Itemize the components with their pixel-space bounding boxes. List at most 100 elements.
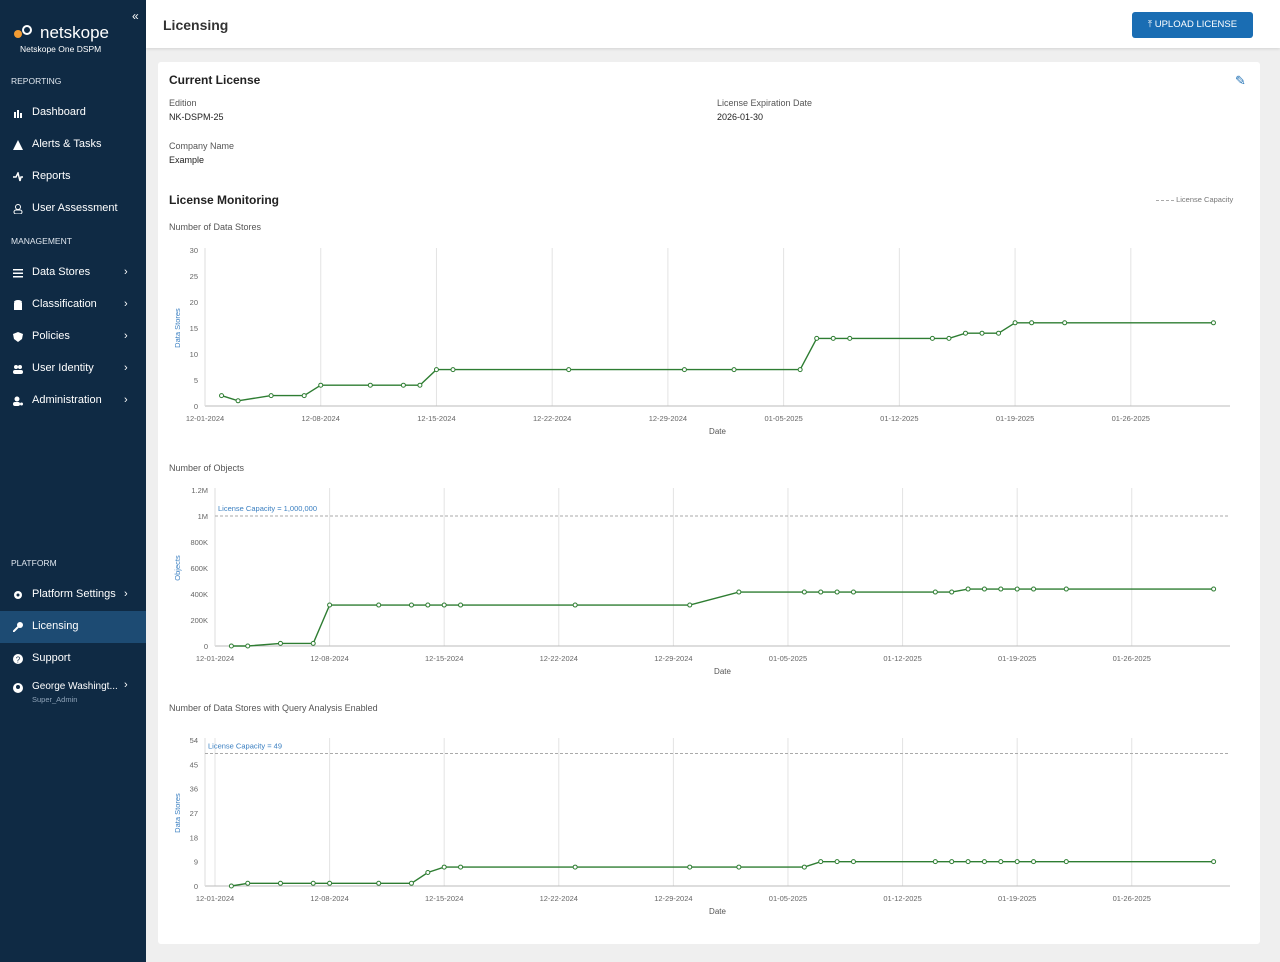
point bbox=[268, 393, 274, 399]
x-tick-label: 12-01-2024 bbox=[196, 894, 234, 903]
x-tick-label: 12-15-2024 bbox=[425, 654, 463, 663]
point bbox=[731, 367, 737, 373]
y-tick-label: 45 bbox=[190, 760, 198, 769]
chart-title: Number of Objects bbox=[169, 463, 245, 473]
point bbox=[310, 880, 316, 886]
nav-label: Data Stores bbox=[32, 266, 91, 278]
nav-item[interactable]: User Assessment bbox=[0, 193, 146, 225]
point bbox=[998, 859, 1004, 865]
point bbox=[847, 335, 853, 341]
point bbox=[408, 602, 414, 608]
point bbox=[1211, 586, 1217, 592]
point bbox=[572, 864, 578, 870]
point bbox=[450, 367, 456, 373]
nav-label: Classification bbox=[32, 298, 97, 310]
point bbox=[301, 393, 307, 399]
nav-item[interactable]: ? Support bbox=[0, 643, 146, 675]
point bbox=[818, 859, 824, 865]
point bbox=[1062, 320, 1068, 326]
point bbox=[367, 382, 373, 388]
x-tick-label: 01-19-2025 bbox=[998, 654, 1036, 663]
point bbox=[425, 869, 431, 875]
edit-button[interactable]: ✎ bbox=[1235, 73, 1246, 88]
point bbox=[687, 864, 693, 870]
nav-item[interactable]: Alerts & Tasks bbox=[0, 129, 146, 161]
x-tick-label: 01-12-2025 bbox=[883, 654, 921, 663]
nav-item[interactable]: Licensing bbox=[0, 611, 146, 643]
line bbox=[231, 588, 1214, 647]
point bbox=[981, 859, 987, 865]
point bbox=[1063, 859, 1069, 865]
y-tick-label: 800K bbox=[190, 538, 208, 547]
point bbox=[572, 602, 578, 608]
upload-button[interactable]: ⤒ UPLOAD LICENSE bbox=[1132, 12, 1253, 38]
x-tick-label: 01-05-2025 bbox=[769, 654, 807, 663]
x-tick-label: 12-01-2024 bbox=[186, 414, 224, 423]
x-tick-label: 01-05-2025 bbox=[769, 894, 807, 903]
point bbox=[830, 335, 836, 341]
point bbox=[687, 602, 693, 608]
x-tick-label: 01-12-2025 bbox=[883, 894, 921, 903]
x-axis-label: Date bbox=[709, 427, 726, 436]
user-role: Super_Admin bbox=[32, 695, 78, 704]
x-tick-label: 12-29-2024 bbox=[654, 654, 692, 663]
point bbox=[929, 335, 935, 341]
point bbox=[1063, 586, 1069, 592]
y-tick-label: 36 bbox=[190, 785, 198, 794]
nav-label: Alerts & Tasks bbox=[32, 138, 102, 150]
point bbox=[310, 640, 316, 646]
point bbox=[277, 880, 283, 886]
chart-title: Number of Data Stores with Query Analysi… bbox=[169, 703, 378, 713]
user-menu[interactable]: George Washingt... Super_Admin › bbox=[0, 672, 146, 706]
nav-item[interactable]: Dashboard bbox=[0, 97, 146, 129]
field-label: Edition bbox=[169, 98, 197, 108]
nav-item[interactable]: Platform Settings › bbox=[0, 579, 146, 611]
sidebar: netskope Netskope One DSPM « REPORTING D… bbox=[0, 0, 146, 962]
nav-label: Licensing bbox=[32, 620, 79, 632]
x-tick-label: 01-05-2025 bbox=[764, 414, 802, 423]
x-tick-label: 12-15-2024 bbox=[425, 894, 463, 903]
point bbox=[979, 330, 985, 336]
nav-item[interactable]: Data Stores › bbox=[0, 257, 146, 289]
point bbox=[228, 643, 234, 649]
point bbox=[376, 602, 382, 608]
point bbox=[245, 880, 251, 886]
collapse-button[interactable]: « bbox=[132, 9, 139, 23]
point bbox=[962, 330, 968, 336]
point bbox=[1014, 859, 1020, 865]
nav-label: User Identity bbox=[32, 362, 94, 374]
point bbox=[736, 589, 742, 595]
point bbox=[736, 864, 742, 870]
x-tick-label: 01-26-2025 bbox=[1113, 894, 1151, 903]
point bbox=[327, 602, 333, 608]
nav-item[interactable]: Classification › bbox=[0, 289, 146, 321]
point bbox=[814, 335, 820, 341]
field-value: NK-DSPM-25 bbox=[169, 112, 224, 122]
y-tick-label: 0 bbox=[194, 402, 198, 411]
point bbox=[417, 382, 423, 388]
nav-item[interactable]: Policies › bbox=[0, 321, 146, 353]
nav-label: Administration bbox=[32, 394, 102, 406]
point bbox=[376, 880, 382, 886]
point bbox=[408, 880, 414, 886]
point bbox=[850, 859, 856, 865]
x-tick-label: 01-19-2025 bbox=[998, 894, 1036, 903]
field-value: 2026-01-30 bbox=[717, 112, 764, 122]
nav-item[interactable]: User Identity › bbox=[0, 353, 146, 385]
capacity-label: License Capacity = 1,000,000 bbox=[218, 504, 317, 513]
x-tick-label: 12-08-2024 bbox=[310, 654, 348, 663]
x-tick-label: 12-01-2024 bbox=[196, 654, 234, 663]
nav-item[interactable]: Reports bbox=[0, 161, 146, 193]
point bbox=[1029, 320, 1035, 326]
point bbox=[327, 880, 333, 886]
point bbox=[681, 367, 687, 373]
product: Netskope One DSPM bbox=[20, 44, 102, 54]
y-tick-label: 30 bbox=[190, 246, 198, 255]
section-title: License Monitoring bbox=[169, 193, 280, 207]
user-name: George Washingt... bbox=[32, 681, 118, 692]
nav-label: Reports bbox=[32, 170, 71, 182]
y-axis-label: Data Stores bbox=[173, 308, 182, 348]
nav-item[interactable]: Administration › bbox=[0, 385, 146, 417]
x-axis-label: Date bbox=[714, 667, 731, 676]
